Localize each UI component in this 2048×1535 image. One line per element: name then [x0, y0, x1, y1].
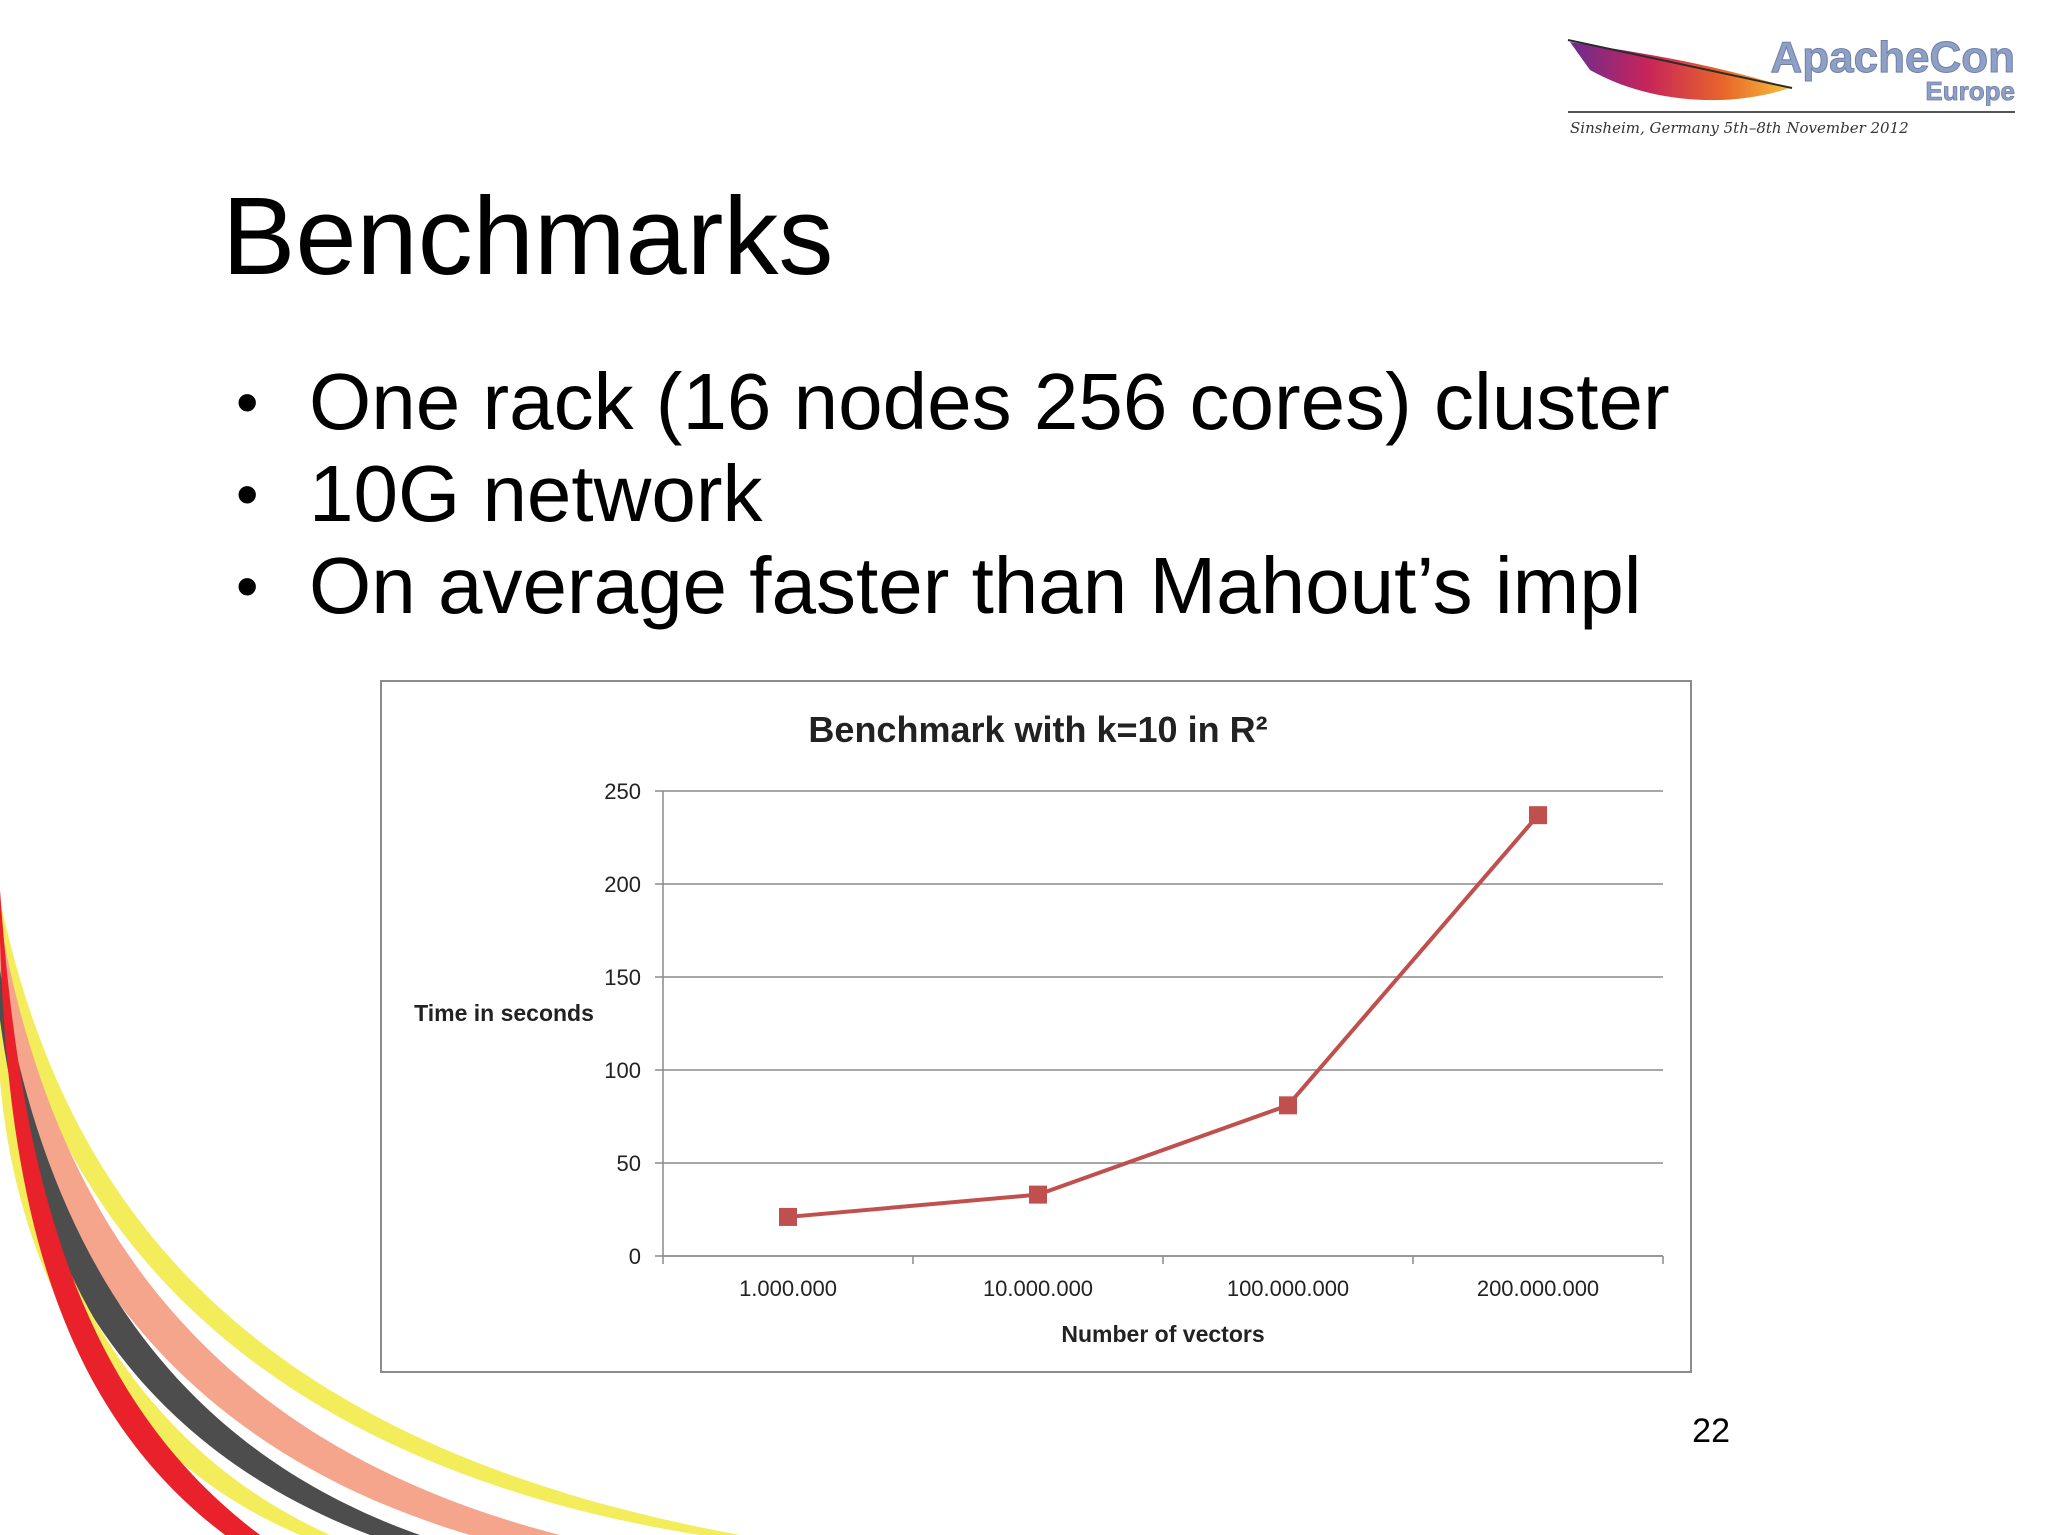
x-tick-label: 10.000.000 — [983, 1276, 1093, 1301]
logo-subtitle-region: Europe — [1925, 76, 2015, 106]
decorative-swoosh — [0, 890, 740, 1535]
y-tick-label: 50 — [617, 1151, 641, 1176]
y-tick-label: 200 — [604, 872, 641, 897]
bullet-dot-icon: • — [236, 550, 259, 622]
chart-title: Benchmark with k=10 in R² — [808, 709, 1267, 750]
logo-title: ApacheCon — [1771, 33, 2015, 82]
x-tick-label: 200.000.000 — [1477, 1276, 1599, 1301]
data-point — [779, 1207, 797, 1226]
feather-icon — [1567, 39, 1793, 101]
logo-event-info: Sinsheim, Germany 5th–8th November 2012 — [1570, 119, 1909, 137]
bullet-list: • One rack (16 nodes 256 cores) cluster •… — [236, 356, 1670, 632]
data-point — [1279, 1096, 1297, 1115]
line-chart: Benchmark with k=10 in R² 0 50 100 150 200 250… — [414, 709, 1664, 1347]
bullet-item: • 10G network — [236, 449, 763, 538]
data-point — [1029, 1185, 1047, 1204]
y-tick-label: 100 — [604, 1058, 641, 1083]
x-tick-label: 1.000.000 — [739, 1276, 837, 1301]
y-tick-label: 150 — [604, 965, 641, 990]
bullet-dot-icon: • — [236, 458, 259, 530]
bullet-item: • On average faster than Mahout’s impl — [236, 541, 1642, 630]
apachecon-logo: ApacheCon Europe Sinsheim, Germany 5th–8… — [1560, 30, 2020, 145]
y-axis-label: Time in seconds — [414, 1000, 594, 1026]
y-tick-label: 0 — [629, 1244, 641, 1269]
page-number: 22 — [1692, 1412, 1730, 1450]
data-point — [1529, 806, 1547, 825]
bullet-item: • One rack (16 nodes 256 cores) cluster — [236, 357, 1670, 446]
slide-title: Benchmarks — [222, 175, 834, 298]
x-axis-label: Number of vectors — [1061, 1321, 1264, 1347]
series-line — [787, 813, 1540, 1219]
chart-container: Benchmark with k=10 in R² 0 50 100 150 200 250… — [380, 680, 1692, 1373]
x-tick-label: 100.000.000 — [1227, 1276, 1349, 1301]
y-tick-label: 250 — [604, 779, 641, 804]
bullet-dot-icon: • — [236, 366, 259, 438]
